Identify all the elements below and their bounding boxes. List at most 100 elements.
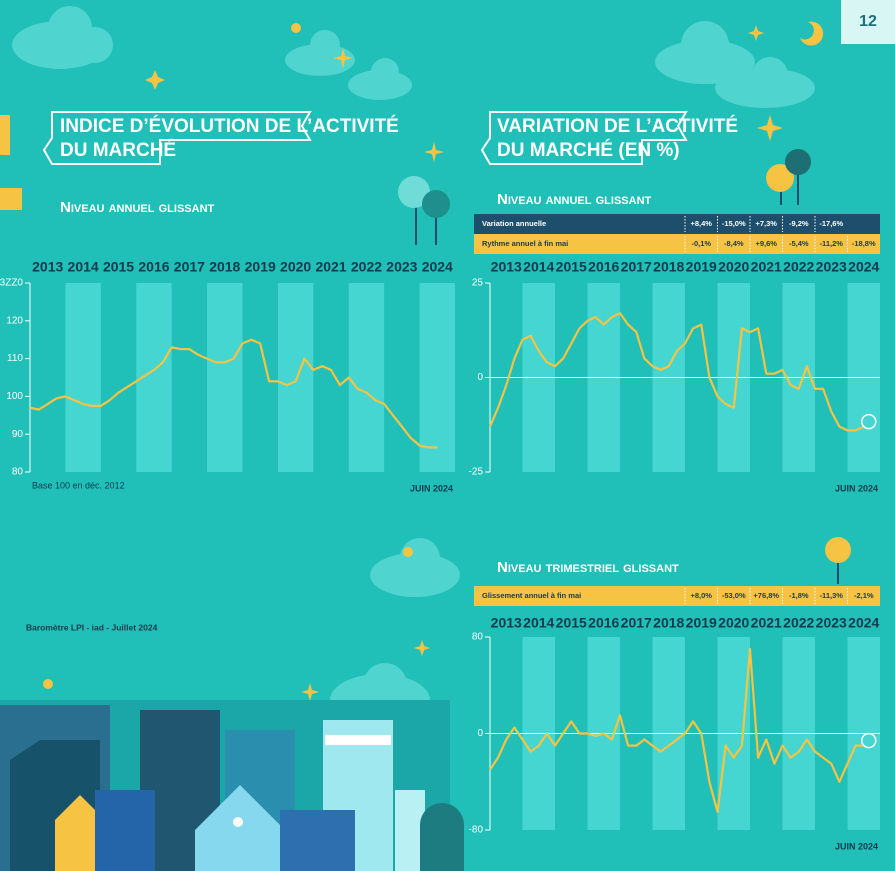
y-tick-label: 0 xyxy=(477,728,483,739)
table-cell: -0,1% xyxy=(691,239,711,248)
trees xyxy=(398,149,851,584)
y-tick-label: 80 xyxy=(12,467,24,478)
table-cell: -2,1% xyxy=(854,591,874,600)
table-cell: +7,3% xyxy=(756,219,778,228)
table-row-label: Glissement annuel à fin mai xyxy=(482,591,581,600)
chart-subtitle: Niveau annuel glissant xyxy=(60,199,215,216)
date-note: JUIN 2024 xyxy=(410,483,453,493)
x-tick-label: 2019 xyxy=(686,615,717,631)
houses xyxy=(0,700,464,871)
table-cell: -18,8% xyxy=(852,239,876,248)
data-line xyxy=(29,338,438,449)
table-cell: +8,0% xyxy=(691,591,713,600)
y-tick-label: 80 xyxy=(472,632,484,643)
table-cell: -9,2% xyxy=(789,219,809,228)
data-line xyxy=(489,648,864,813)
page-number-box xyxy=(841,0,895,44)
data-line xyxy=(488,312,865,432)
x-tick-label: 2014 xyxy=(68,259,99,275)
x-tick-label: 2016 xyxy=(588,259,619,275)
x-tick-label: 2013 xyxy=(491,259,522,275)
y-tick-label: -80 xyxy=(469,825,484,836)
chart-subtitle: Niveau annuel glissant xyxy=(497,191,652,208)
x-tick-label: 2017 xyxy=(174,259,205,275)
x-tick-label: 2023 xyxy=(386,259,417,275)
table-row-label: Variation annuelle xyxy=(482,219,546,228)
table-cell: -1,8% xyxy=(789,591,809,600)
stars xyxy=(0,21,824,701)
table-row xyxy=(474,214,880,234)
x-tick-label: 2022 xyxy=(783,259,814,275)
x-tick-label: 2021 xyxy=(315,259,346,275)
y-tick-label: 25 xyxy=(472,278,484,289)
section-title: DU MARCHÉ xyxy=(60,139,176,161)
x-tick-label: 2013 xyxy=(32,259,63,275)
date-note: JUIN 2024 xyxy=(835,841,878,851)
x-tick-label: 2018 xyxy=(653,259,684,275)
x-tick-label: 2020 xyxy=(718,259,749,275)
y-tick-label: 90 xyxy=(12,429,24,440)
x-tick-label: 2024 xyxy=(848,615,879,631)
x-tick-label: 2021 xyxy=(751,615,782,631)
y-tick-label: -25 xyxy=(469,467,484,478)
date-note: JUIN 2024 xyxy=(835,483,878,493)
year-band xyxy=(419,283,455,472)
footer: Baromètre LPI - iad - Juillet 2024 xyxy=(26,622,158,632)
year-band xyxy=(348,283,385,472)
table-cell: +8,4% xyxy=(691,219,713,228)
x-tick-label: 2018 xyxy=(653,615,684,631)
x-tick-label: 2023 xyxy=(816,259,847,275)
x-tick-label: 2014 xyxy=(523,259,554,275)
x-tick-label: 2024 xyxy=(848,259,879,275)
x-tick-label: 2017 xyxy=(621,615,652,631)
x-tick-label: 2022 xyxy=(351,259,382,275)
x-tick-label: 2021 xyxy=(751,259,782,275)
x-tick-label: 2014 xyxy=(523,615,554,631)
section-title: DU MARCHÉ (EN %) xyxy=(497,139,680,161)
y-tick-label: 3ZZ0 xyxy=(0,278,23,289)
table-cell: -15,0% xyxy=(722,219,746,228)
page-number: 12 xyxy=(859,13,877,30)
table-cell: -17,6% xyxy=(819,219,843,228)
y-tick-label: 0 xyxy=(477,372,483,383)
end-marker xyxy=(861,413,877,430)
year-band xyxy=(207,283,243,472)
x-tick-label: 2019 xyxy=(686,259,717,275)
table-row-label: Rythme annuel à fin mai xyxy=(482,239,568,248)
table-cell: -11,2% xyxy=(820,239,844,248)
x-tick-label: 2019 xyxy=(245,259,276,275)
section-title: INDICE D’ÉVOLUTION DE L’ACTIVITÉ xyxy=(60,115,399,137)
table-cell: -11,3% xyxy=(820,591,844,600)
x-tick-label: 2024 xyxy=(422,259,453,275)
table-row xyxy=(474,234,880,254)
x-tick-label: 2015 xyxy=(556,259,587,275)
x-tick-label: 2022 xyxy=(783,615,814,631)
x-tick-label: 2016 xyxy=(138,259,169,275)
x-tick-label: 2015 xyxy=(103,259,134,275)
y-tick-label: 110 xyxy=(7,353,23,364)
x-tick-label: 2018 xyxy=(209,259,240,275)
table-cell: -53,0% xyxy=(722,591,746,600)
x-tick-label: 2013 xyxy=(491,615,522,631)
x-tick-label: 2020 xyxy=(280,259,311,275)
x-tick-label: 2017 xyxy=(621,259,652,275)
x-tick-label: 2015 xyxy=(556,615,587,631)
section-title: VARIATION DE L’ACTIVITÉ xyxy=(497,115,738,137)
table-cell: +76,8% xyxy=(753,591,779,600)
title-ribbons xyxy=(42,111,688,165)
end-marker xyxy=(861,732,877,749)
table-cell: -8,4% xyxy=(724,239,744,248)
table-cell: +9,6% xyxy=(756,239,778,248)
y-tick-label: 100 xyxy=(6,391,23,402)
x-tick-label: 2023 xyxy=(816,615,847,631)
x-tick-label: 2016 xyxy=(588,615,619,631)
chart-subtitle: Niveau trimestriel glissant xyxy=(497,559,679,576)
chart-note: Base 100 en déc. 2012 xyxy=(32,480,125,490)
x-tick-label: 2020 xyxy=(718,615,749,631)
table-cell: -5,4% xyxy=(789,239,809,248)
year-band xyxy=(277,283,314,472)
year-band xyxy=(65,283,101,472)
table-row xyxy=(474,586,880,606)
